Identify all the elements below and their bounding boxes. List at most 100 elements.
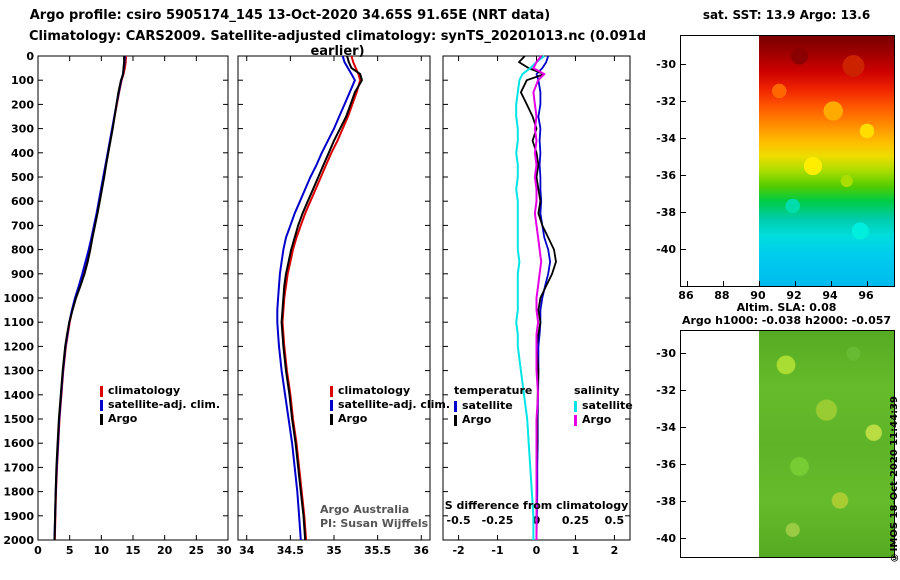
x-tick-label: -2 (452, 544, 464, 557)
map-y-tick (681, 174, 686, 176)
secondary-x-tick-label: -0.5 (447, 514, 471, 527)
pi-label: PI: Susan Wijffels (320, 517, 429, 530)
sst-map-title: sat. SST: 13.9 Argo: 13.6 (702, 8, 871, 22)
map-y-tick (681, 100, 686, 102)
temperature-profile-chart: 0 5 10 15 20 25 300100200300400500600700800900… (3, 50, 232, 557)
map-y-tick (681, 427, 686, 429)
legend-label: Argo (462, 413, 492, 426)
t-argo-swatch (454, 414, 457, 426)
x-tick-label: 36 (414, 544, 430, 557)
difference-panel: -2 -1 0 1 2 -0.5 -0.25 0 0.25 0.5 temperature sat… (436, 48, 636, 578)
x-tick-label: -1 (491, 544, 503, 557)
x-tick-label: 25 (189, 544, 204, 557)
t-satellite-swatch (454, 400, 457, 412)
secondary-x-tick-label: 0.25 (562, 514, 589, 527)
y-tick-label: 1300 (3, 365, 34, 378)
y-tick-label: 400 (11, 147, 34, 160)
series-t-satellite (535, 55, 551, 541)
x-tick-label: 20 (157, 544, 173, 557)
s-argo-swatch (574, 414, 577, 426)
salinity-diff-legend: salinity satellite Argo (574, 384, 633, 427)
satellite-clim-swatch (100, 399, 103, 411)
legend-item-argo: Argo (330, 412, 450, 426)
map-y-tick (681, 137, 686, 139)
salinity-legend: climatology satellite-adj. clim. Argo (330, 384, 450, 426)
legend-label: satellite-adj. clim. (338, 398, 451, 411)
map-y-tick-label: -34 (656, 421, 676, 435)
map-y-tick-label: -30 (656, 347, 676, 361)
legend-label: satellite-adj. clim. (108, 398, 221, 411)
map-x-tick (758, 281, 760, 286)
map-y-tick (681, 538, 686, 540)
y-tick-label: 1200 (3, 340, 34, 353)
map-y-tick-label: -32 (656, 384, 676, 398)
legend-item-climatology: climatology (100, 384, 220, 398)
legend-item-t-argo: Argo (454, 413, 532, 427)
y-tick-label: 100 (11, 74, 34, 87)
map-x-tick (794, 281, 796, 286)
map-y-tick (681, 464, 686, 466)
legend-label: climatology (338, 384, 411, 397)
y-tick-label: 0 (26, 50, 34, 63)
map-x-tick (830, 281, 832, 286)
sla-map: -30 -32 -34 -36 -38 -40 (656, 330, 895, 558)
map-y-tick-label: -32 (656, 94, 676, 108)
legend-label: Argo (582, 413, 612, 426)
figure-title: Argo profile: csiro 5905174_145 13-Oct-2… (29, 8, 551, 23)
legend-label: Argo (338, 412, 368, 425)
y-tick-label: 300 (11, 123, 34, 136)
map-y-tick (681, 501, 686, 503)
salinity-profile-chart: 34 34.5 35 35.5 36 (237, 55, 431, 557)
map-x-tick-label: 88 (714, 289, 730, 302)
y-tick-label: 1900 (3, 510, 34, 523)
map-y-tick (681, 63, 686, 65)
x-tick-label: 15 (125, 544, 140, 557)
series-s-satellite (515, 55, 545, 540)
map-y-tick-label: -38 (656, 205, 676, 219)
legend-item-s-argo: Argo (574, 413, 633, 427)
y-tick-label: 500 (11, 171, 34, 184)
legend-label: Argo (108, 412, 138, 425)
map-x-tick-label: 94 (822, 289, 838, 302)
salinity-legend-title: salinity (574, 384, 620, 397)
map-x-tick-label: 90 (750, 289, 766, 302)
x-tick-label: 30 (216, 544, 232, 557)
y-tick-label: 600 (11, 195, 34, 208)
sst-x-axis-labels: 86 88 90 92 94 96 (678, 289, 893, 302)
s-difference-label: S difference from climatology (444, 499, 629, 512)
y-tick-label: 1800 (3, 486, 34, 499)
legend-label: satellite (462, 399, 513, 412)
x-tick-label: 35 (326, 544, 341, 557)
legend-item-argo: Argo (100, 412, 220, 426)
legend-item-satellite-clim: satellite-adj. clim. (330, 398, 450, 412)
map-y-tick-label: -40 (656, 242, 676, 256)
figure-subtitle: Climatology: CARS2009. Satellite-adjuste… (28, 29, 647, 59)
x-tick-label: 1 (572, 544, 580, 557)
y-tick-label: 1000 (3, 292, 34, 305)
x-tick-label: 5 (66, 544, 74, 557)
map-x-tick-label: 92 (786, 289, 802, 302)
sst-satellite-image (759, 36, 894, 286)
satellite-clim-swatch (330, 399, 333, 411)
sla-satellite-image (759, 331, 894, 557)
argo-swatch (330, 413, 333, 425)
map-x-tick (686, 281, 688, 286)
sla-map-subtitle: Argo h1000: -0.038 h2000: -0.057 (681, 314, 892, 327)
map-x-tick-label: 86 (678, 289, 694, 302)
map-y-tick (681, 390, 686, 392)
y-tick-label: 1700 (3, 461, 34, 474)
map-y-tick-label: -36 (656, 168, 676, 182)
y-tick-label: 2000 (3, 534, 34, 547)
series-s-argo (532, 55, 546, 540)
y-tick-label: 1600 (3, 437, 34, 450)
map-y-tick-label: -40 (656, 532, 676, 546)
x-tick-label: 10 (94, 544, 110, 557)
s-satellite-swatch (574, 400, 577, 412)
legend-item-s-satellite: satellite (574, 399, 633, 413)
map-x-tick (866, 281, 868, 286)
temperature-legend-title: temperature (454, 384, 533, 397)
climatology-swatch (100, 385, 103, 397)
temperature-profile-panel: 0 5 10 15 20 25 30 0 100 200 300 400 500 600 700 800 900… (0, 48, 234, 578)
x-tick-label: 0 (34, 544, 42, 557)
y-tick-label: 1500 (3, 413, 34, 426)
